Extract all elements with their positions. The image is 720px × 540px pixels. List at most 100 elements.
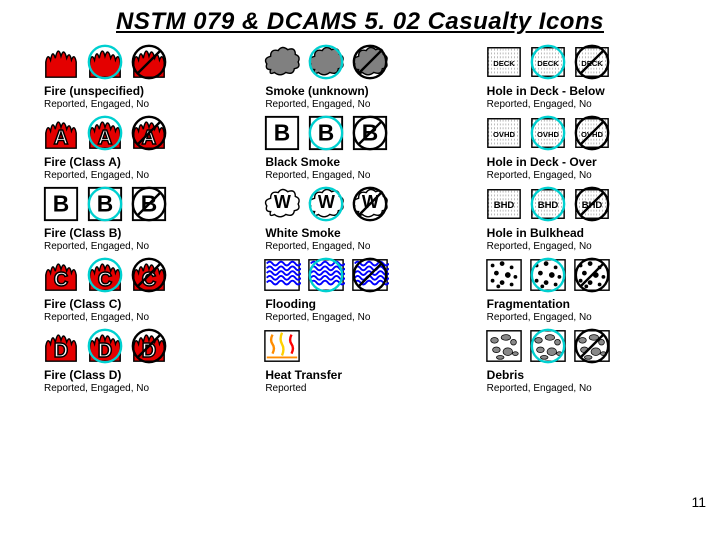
icon-sublabel: Reported, Engaged, No	[487, 99, 592, 110]
icon-row	[263, 327, 301, 365]
svg-text:B: B	[362, 120, 378, 146]
icon-sublabel: Reported	[265, 383, 306, 394]
icon-label: Heat Transfer	[265, 368, 342, 382]
grid-cell: DebrisReported, Engaged, No	[473, 326, 690, 395]
grid-cell: Heat TransferReported	[251, 326, 468, 395]
waves-icon	[307, 256, 345, 294]
icon-row	[263, 256, 389, 294]
icon-row: OVHDOVHDOVHD	[485, 114, 611, 152]
square-icon: DECK	[485, 43, 523, 81]
icon-row	[42, 43, 168, 81]
heat-icon	[263, 327, 301, 365]
icon-sublabel: Reported, Engaged, No	[44, 99, 149, 110]
grid-cell: FloodingReported, Engaged, No	[251, 255, 468, 324]
icon-row	[263, 43, 389, 81]
icon-sublabel: Reported, Engaged, No	[487, 241, 592, 252]
icon-sublabel: Reported, Engaged, No	[265, 99, 370, 110]
square-icon: B	[351, 114, 389, 152]
svg-text:OVHD: OVHD	[581, 130, 603, 139]
icon-grid: Fire (unspecified)Reported, Engaged, NoS…	[0, 42, 720, 395]
fire-icon: D	[86, 327, 124, 365]
svg-text:DECK: DECK	[493, 59, 515, 68]
square-icon: BHD	[573, 185, 611, 223]
icon-sublabel: Reported, Engaged, No	[487, 312, 592, 323]
grid-cell: Smoke (unknown)Reported, Engaged, No	[251, 42, 468, 111]
square-icon: B	[130, 185, 168, 223]
icon-label: Smoke (unknown)	[265, 84, 368, 98]
icon-row: WWW	[263, 185, 389, 223]
square-icon: B	[86, 185, 124, 223]
fire-icon: A	[86, 114, 124, 152]
svg-text:B: B	[141, 191, 157, 217]
icon-sublabel: Reported, Engaged, No	[487, 383, 592, 394]
cloud-icon	[263, 43, 301, 81]
icon-label: Black Smoke	[265, 155, 340, 169]
dots-icon	[573, 256, 611, 294]
icon-sublabel: Reported, Engaged, No	[487, 170, 592, 181]
square-icon: DECK	[573, 43, 611, 81]
fire-icon	[42, 43, 80, 81]
icon-label: Fire (Class C)	[44, 297, 121, 311]
fire-icon: D	[130, 327, 168, 365]
icon-row	[485, 327, 611, 365]
icon-sublabel: Reported, Engaged, No	[44, 241, 149, 252]
waves-icon	[263, 256, 301, 294]
cloud-icon: W	[307, 185, 345, 223]
rocks-icon	[529, 327, 567, 365]
grid-cell: BBBFire (Class B)Reported, Engaged, No	[30, 184, 247, 253]
cloud-icon: W	[263, 185, 301, 223]
page-number: 11	[691, 494, 706, 510]
fire-icon: C	[130, 256, 168, 294]
square-icon: OVHD	[485, 114, 523, 152]
icon-row: BHD BHD BHD	[485, 185, 611, 223]
icon-label: Fire (unspecified)	[44, 84, 144, 98]
svg-text:B: B	[274, 120, 290, 146]
grid-cell: DDDFire (Class D)Reported, Engaged, No	[30, 326, 247, 395]
dots-icon	[485, 256, 523, 294]
icon-label: Flooding	[265, 297, 316, 311]
grid-cell: WWWWhite SmokeReported, Engaged, No	[251, 184, 468, 253]
svg-text:B: B	[53, 191, 69, 217]
icon-label: Fire (Class D)	[44, 368, 121, 382]
fire-icon: C	[42, 256, 80, 294]
dots-icon	[529, 256, 567, 294]
icon-row: AAA	[42, 114, 168, 152]
fire-icon: D	[42, 327, 80, 365]
square-icon: OVHD	[529, 114, 567, 152]
grid-cell: BBBBlack SmokeReported, Engaged, No	[251, 113, 468, 182]
icon-sublabel: Reported, Engaged, No	[265, 312, 370, 323]
icon-row: DECKDECKDECK	[485, 43, 611, 81]
square-icon: BHD	[485, 185, 523, 223]
icon-label: Fragmentation	[487, 297, 570, 311]
waves-icon	[351, 256, 389, 294]
icon-label: Hole in Deck - Below	[487, 84, 605, 98]
icon-label: Debris	[487, 368, 524, 382]
icon-sublabel: Reported, Engaged, No	[44, 170, 149, 181]
icon-sublabel: Reported, Engaged, No	[44, 383, 149, 394]
icon-row: CCC	[42, 256, 168, 294]
icon-row: DDD	[42, 327, 168, 365]
square-icon: B	[307, 114, 345, 152]
svg-text:DECK: DECK	[581, 59, 603, 68]
page-title: NSTM 079 & DCAMS 5. 02 Casualty Icons	[0, 0, 720, 42]
svg-text:BHD: BHD	[581, 200, 602, 211]
icon-row	[485, 256, 611, 294]
icon-label: Hole in Bulkhead	[487, 226, 584, 240]
square-icon: B	[263, 114, 301, 152]
icon-label: Fire (Class A)	[44, 155, 121, 169]
svg-text:BHD: BHD	[493, 200, 514, 211]
icon-sublabel: Reported, Engaged, No	[44, 312, 149, 323]
grid-cell: CCCFire (Class C)Reported, Engaged, No	[30, 255, 247, 324]
fire-icon: C	[86, 256, 124, 294]
square-icon: BHD	[529, 185, 567, 223]
grid-cell: OVHDOVHDOVHDHole in Deck - OverReported,…	[473, 113, 690, 182]
icon-sublabel: Reported, Engaged, No	[265, 241, 370, 252]
icon-row: BBB	[263, 114, 389, 152]
icon-row: BBB	[42, 185, 168, 223]
grid-cell: FragmentationReported, Engaged, No	[473, 255, 690, 324]
fire-icon: A	[42, 114, 80, 152]
rocks-icon	[573, 327, 611, 365]
fire-icon	[86, 43, 124, 81]
square-icon: OVHD	[573, 114, 611, 152]
cloud-icon	[307, 43, 345, 81]
